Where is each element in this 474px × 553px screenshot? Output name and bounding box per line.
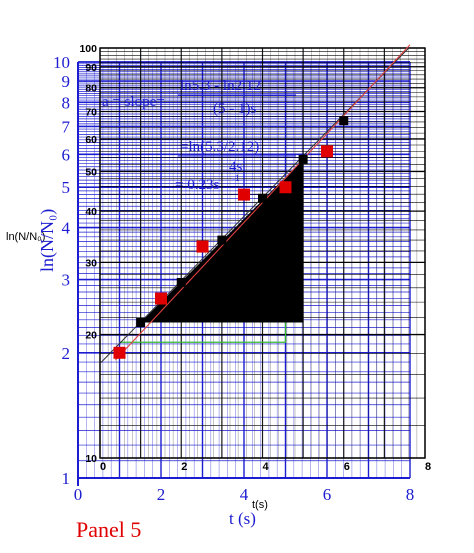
black-data-point (258, 193, 267, 203)
black-x-tick-label: 8 (425, 461, 431, 473)
black-x-axis-label: t(s) (252, 499, 268, 511)
red-data-point (279, 181, 292, 194)
blue-y-tick-label: 8 (62, 93, 71, 112)
black-data-point (339, 116, 349, 126)
black-y-tick-label: 20 (85, 330, 97, 342)
slope-result-exponent: -1 (232, 173, 240, 183)
black-y-tick-label: 60 (85, 134, 97, 146)
black-y-axis-label: ln(N/N₀) (6, 231, 45, 243)
blue-y-tick-label: 5 (62, 178, 71, 197)
black-y-tick-label: 70 (85, 107, 97, 119)
blue-x-ticks: 0 2 4 6 8 (74, 485, 415, 504)
black-y-tick-label: 10 (85, 453, 97, 465)
red-data-point (196, 240, 209, 253)
black-frame (99, 47, 426, 459)
blue-y-tick-label: 9 (62, 72, 71, 91)
blue-y-tick-label: 4 (62, 219, 71, 238)
red-data-point (321, 145, 333, 158)
black-x-tick-label: 0 (100, 461, 106, 473)
black-data-point (136, 318, 146, 328)
panel-label: Panel 5 (76, 517, 141, 542)
black-y-ticks: 10 20 30 40 50 60 70 80 90 100 (79, 43, 97, 465)
blue-y-tick-label: 2 (62, 344, 71, 363)
blue-x-tick-label: 4 (240, 485, 249, 504)
blue-x-tick-label: 0 (74, 485, 83, 504)
black-y-tick-label: 100 (79, 43, 97, 55)
red-data-point (155, 292, 167, 305)
chart-shapes (99, 44, 411, 364)
black-y-tick-label: 40 (85, 206, 97, 218)
fraction-1-denominator: (5 - 1)s (213, 101, 256, 117)
black-data-point (217, 235, 227, 245)
fraction-1-numerator: ln5.3 - ln2.12 (180, 78, 261, 94)
blue-y-tick-label: 6 (62, 145, 71, 164)
blue-y-tick-label: 10 (53, 53, 70, 72)
black-y-tick-label: 30 (85, 257, 97, 269)
black-x-tick-label: 6 (344, 461, 350, 473)
black-y-tick-label: 90 (85, 62, 97, 74)
blue-x-axis-label: t (s) (229, 509, 256, 528)
blue-y-tick-label: 7 (62, 117, 71, 136)
blue-y-axis-label: ln(N/N₀) (37, 209, 58, 272)
blue-y-ticks: 1 2 3 4 5 6 7 8 910 (53, 53, 71, 488)
black-data-point (298, 154, 308, 164)
fraction-2-numerator: =ln(5.3/2.12) (180, 139, 259, 155)
black-data-point (176, 277, 186, 287)
blue-y-tick-label: 1 (62, 469, 71, 488)
slope-result: = 0.23s (175, 177, 219, 193)
slope-label: a = slope= (102, 94, 165, 110)
black-y-tick-label: 50 (85, 166, 97, 178)
black-x-ticks: 0 2 4 6 8 (100, 461, 431, 473)
red-data-point (238, 188, 250, 201)
black-y-tick-label: 80 (85, 83, 97, 95)
blue-x-tick-label: 6 (323, 485, 332, 504)
blue-y-tick-label: 3 (62, 271, 71, 290)
black-x-tick-label: 4 (262, 461, 269, 473)
blue-x-tick-label: 8 (406, 485, 415, 504)
red-data-point (113, 346, 126, 359)
blue-x-tick-label: 2 (157, 485, 166, 504)
black-x-tick-label: 2 (181, 461, 187, 473)
fraction-2-denominator: 4s (229, 159, 243, 175)
